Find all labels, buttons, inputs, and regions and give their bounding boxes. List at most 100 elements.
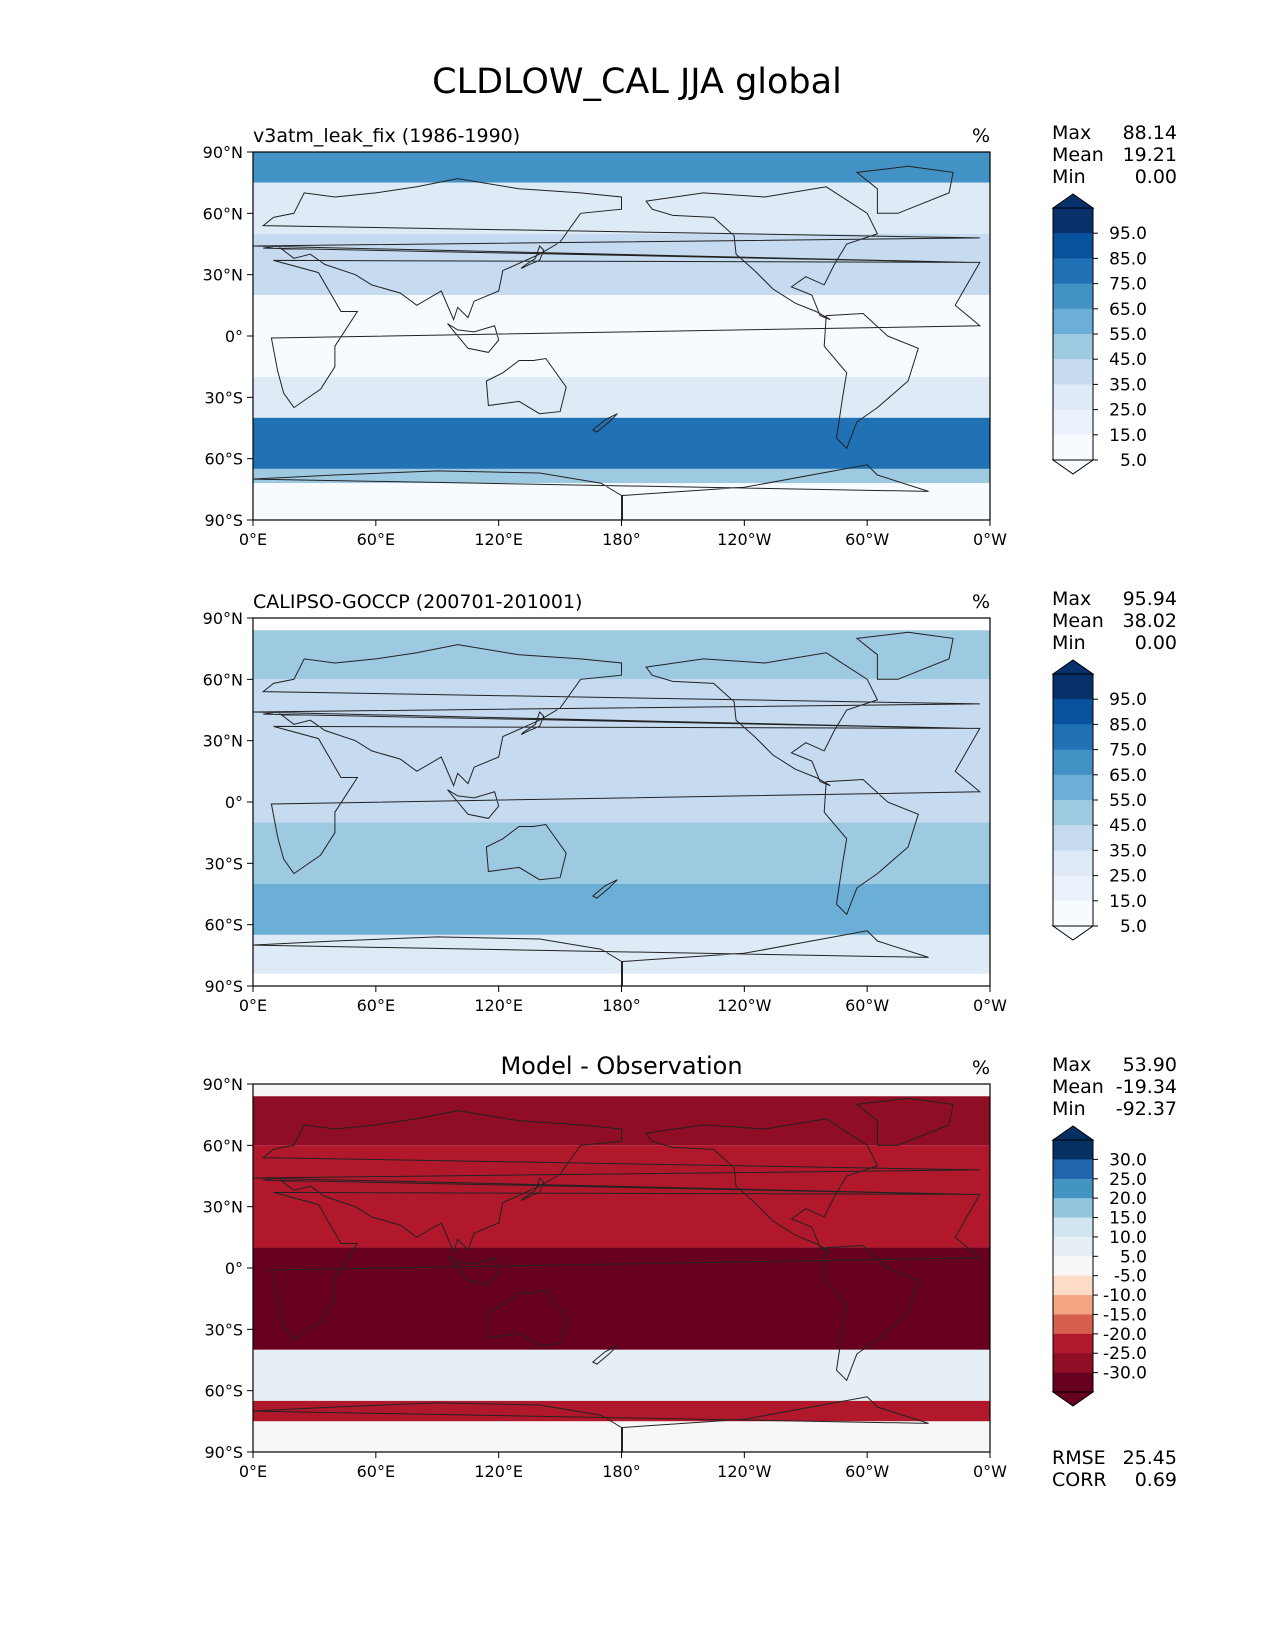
colorbar-segment <box>1053 1372 1093 1393</box>
colorbar-frame <box>1052 1139 1094 1393</box>
stat-value: 88.14 <box>1123 122 1177 144</box>
stat-name: Max <box>1052 122 1091 144</box>
coastline <box>252 1097 982 1453</box>
lon-tick-label: 60°E <box>357 530 395 549</box>
colorbar-segment <box>1053 258 1093 285</box>
colorbar-tick-label: 75.0 <box>1109 275 1147 295</box>
lat-tick-label: 60°S <box>204 450 243 469</box>
colorbar-tick-label: 55.0 <box>1109 325 1147 345</box>
lat-tick-label: 90°N <box>203 1075 243 1094</box>
figure-title: CLDLOW_CAL JJA global <box>432 62 842 102</box>
colorbar-segment <box>1053 409 1093 436</box>
lat-tick-label: 0° <box>225 327 243 346</box>
colorbar-extend-bottom <box>1051 925 1095 941</box>
colorbar-segment <box>1053 1256 1093 1277</box>
colorbar-tick-label: 45.0 <box>1109 350 1147 370</box>
stat-value: 95.94 <box>1123 588 1177 610</box>
metric-value: 0.69 <box>1135 1469 1177 1491</box>
lon-tick-label: 0°E <box>239 530 267 549</box>
colorbar-segment <box>1053 699 1093 725</box>
field-band <box>253 1247 990 1350</box>
coastline <box>252 631 982 987</box>
colorbar-segment <box>1053 875 1093 902</box>
units-label: % <box>972 1057 990 1079</box>
colorbar-tick-label: 25.0 <box>1109 1170 1147 1190</box>
lat-tick-label: 90°N <box>203 143 243 162</box>
colorbar-segment <box>1053 1140 1093 1160</box>
field-band <box>253 1145 990 1248</box>
coastline <box>252 165 982 521</box>
colorbar: 95.0 85.0 75.0 65.0 55.0 45.0 35.0 25.0 15.0 5.0 <box>1051 193 1147 475</box>
colorbar-segment <box>1053 233 1093 259</box>
lat-tick-label: 0° <box>225 793 243 812</box>
lat-tick-label: 30°S <box>204 854 243 873</box>
stat-value: -92.37 <box>1116 1098 1177 1120</box>
colorbar-segment <box>1053 1295 1093 1315</box>
field-band <box>253 822 990 884</box>
colorbar-tick-label: -5.0 <box>1114 1267 1147 1287</box>
lon-tick-label: 60°W <box>845 996 889 1015</box>
colorbar-tick-label: 65.0 <box>1109 300 1147 320</box>
colorbar-extend-bottom <box>1051 459 1095 475</box>
colorbar-segment <box>1053 359 1093 385</box>
lat-tick-label: 60°N <box>203 670 243 689</box>
map-field <box>253 1084 990 1452</box>
colorbar-tick-label: 25.0 <box>1109 401 1147 421</box>
colorbar-tick-label: 35.0 <box>1109 841 1147 861</box>
colorbar-segment <box>1053 1217 1093 1238</box>
colorbar-segment <box>1053 825 1093 851</box>
colorbar-segment <box>1053 208 1093 234</box>
colorbar-tick-label: -15.0 <box>1103 1305 1147 1325</box>
stat-value: 0.00 <box>1135 632 1177 654</box>
lon-tick-label: 0°E <box>239 996 267 1015</box>
colorbar-tick-label: 25.0 <box>1109 867 1147 887</box>
field-band <box>253 761 990 823</box>
metric-name: CORR <box>1052 1469 1107 1491</box>
panel-3: Model - Observation % 90°N 60°N 30°N 0° 30°S 60… <box>203 1052 1177 1491</box>
colorbar-segment <box>1053 724 1093 751</box>
panel-label: Model - Observation <box>500 1052 742 1080</box>
stat-value: 0.00 <box>1135 166 1177 188</box>
lat-tick-label: 30°N <box>203 1198 243 1217</box>
stat-name: Max <box>1052 1054 1091 1076</box>
lat-tick-label: 30°N <box>203 266 243 285</box>
colorbar-segment <box>1053 1275 1093 1296</box>
stat-value: 38.02 <box>1123 610 1177 632</box>
colorbar-segment <box>1053 1236 1093 1257</box>
lon-tick-label: 0°W <box>973 996 1007 1015</box>
colorbar-segment <box>1053 774 1093 801</box>
lat-tick-label: 30°S <box>204 388 243 407</box>
lon-tick-label: 180° <box>602 996 641 1015</box>
panel-1: v3atm_leak_fix (1986-1990) % 90°N 60°N 30°N 0… <box>203 122 1177 549</box>
colorbar-tick-label: 35.0 <box>1109 375 1147 395</box>
colorbar-segment <box>1053 1178 1093 1199</box>
lat-tick-label: 0° <box>225 1259 243 1278</box>
colorbar: 95.0 85.0 75.0 65.0 55.0 45.0 35.0 25.0 15.0 5.0 <box>1051 659 1147 941</box>
lon-tick-label: 60°W <box>845 1462 889 1481</box>
lat-tick-label: 30°S <box>204 1320 243 1339</box>
colorbar-tick-label: 15.0 <box>1109 1209 1147 1229</box>
field-band <box>253 1349 990 1401</box>
lat-tick-label: 90°S <box>204 511 243 530</box>
map-field <box>253 152 990 520</box>
colorbar-extend-bottom <box>1051 1391 1095 1407</box>
stat-name: Max <box>1052 588 1091 610</box>
lat-tick-label: 60°S <box>204 916 243 935</box>
lon-tick-label: 180° <box>602 530 641 549</box>
lon-tick-label: 60°E <box>357 996 395 1015</box>
lat-tick-label: 60°N <box>203 1136 243 1155</box>
stat-name: Mean <box>1052 610 1104 632</box>
colorbar-segment <box>1053 384 1093 411</box>
field-band <box>253 152 990 183</box>
colorbar-segment <box>1053 800 1093 826</box>
panel-2: CALIPSO-GOCCP (200701-201001) % 90°N 60°N 30… <box>203 588 1177 1015</box>
stat-value: 53.90 <box>1123 1054 1177 1076</box>
colorbar-segment <box>1053 334 1093 360</box>
metric-value: 25.45 <box>1123 1447 1177 1469</box>
colorbar-segment <box>1053 900 1093 927</box>
colorbar-segment <box>1053 850 1093 877</box>
panels-group: v3atm_leak_fix (1986-1990) % 90°N 60°N 30°N 0… <box>203 122 1177 1491</box>
colorbar: 30.025.020.015.010.05.0-5.0-10.0-15.0-20… <box>1051 1125 1147 1407</box>
field-band <box>253 618 990 631</box>
